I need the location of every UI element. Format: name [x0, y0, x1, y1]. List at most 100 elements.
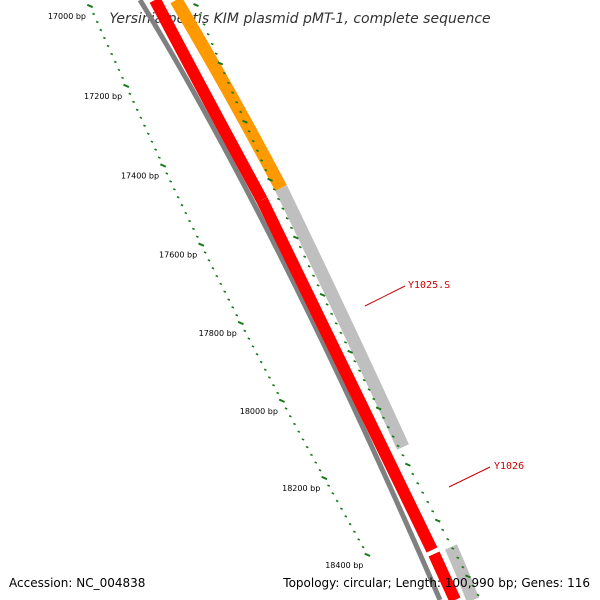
summary-text: Topology: circular; Length: 100,990 bp; … — [282, 576, 590, 590]
outer-tick — [434, 518, 441, 523]
outer-tick — [247, 130, 251, 133]
ruler-minor-tick — [110, 52, 114, 56]
ruler-minor-tick — [361, 545, 365, 549]
outer-tick — [362, 378, 366, 382]
ruler-major-tick — [278, 398, 286, 403]
ruler-minor-tick — [106, 44, 110, 48]
map-title: Yersinia pestis KIM plasmid pMT-1, compl… — [109, 11, 490, 27]
ruler-minor-tick — [203, 251, 207, 254]
ruler-major-tick — [159, 163, 167, 168]
outer-tick — [358, 369, 362, 372]
gene-orange — [170, 0, 287, 192]
gene-track-red-1 — [149, 0, 268, 203]
ruler-minor-tick — [139, 116, 143, 120]
outer-tick — [367, 388, 371, 391]
outer-tick — [431, 510, 435, 513]
ruler-label: 18200 bp — [282, 484, 320, 493]
ruler-minor-tick — [146, 132, 150, 135]
outer-tick — [343, 341, 348, 344]
outer-tick — [214, 52, 218, 55]
ruler-minor-tick — [235, 314, 239, 317]
outer-tick — [239, 110, 243, 114]
ruler-minor-tick — [219, 282, 223, 286]
outer-tick — [292, 235, 299, 240]
ruler-minor-tick — [143, 124, 146, 128]
ruler-ticks — [86, 3, 371, 557]
ruler-major-tick — [86, 3, 94, 9]
outer-tick — [231, 91, 235, 94]
outer-tick — [446, 537, 450, 541]
outer-tick — [372, 397, 376, 401]
ruler-minor-tick — [99, 28, 103, 32]
outer-tick — [193, 2, 199, 8]
outer-tick — [312, 274, 316, 278]
outer-tick — [251, 139, 255, 143]
ruler-minor-tick — [331, 492, 335, 495]
outer-tick — [206, 32, 210, 36]
ruler-labels: 17000 bp 17200 bp 17400 bp 17600 bp 17800 bp… — [48, 12, 364, 570]
gene-label-leader-y1025s — [364, 285, 406, 307]
outer-tick — [334, 322, 338, 325]
outer-tick — [456, 556, 460, 560]
ruler-label: 17000 bp — [48, 12, 86, 21]
gene-label-y1025s[interactable]: Y1025.S — [408, 280, 450, 291]
outer-tick — [404, 462, 411, 467]
outer-ticks — [193, 2, 480, 597]
ruler-minor-tick — [327, 484, 331, 487]
ruler-minor-tick — [227, 298, 231, 301]
ruler-minor-tick — [314, 461, 318, 464]
ruler-minor-tick — [157, 156, 161, 159]
ruler-minor-tick — [95, 20, 99, 24]
outer-tick — [281, 207, 285, 210]
ruler-minor-tick — [263, 368, 267, 371]
ruler-minor-tick — [132, 100, 135, 104]
ruler-minor-tick — [284, 407, 288, 410]
ruler-label: 17400 bp — [121, 172, 159, 181]
ruler-minor-tick — [135, 108, 139, 112]
gene-track-red-2 — [256, 197, 438, 553]
outer-tick — [325, 303, 329, 306]
ruler-major-tick — [123, 83, 130, 89]
outer-tick — [416, 482, 420, 485]
ruler-label: 18000 bp — [240, 407, 278, 416]
outer-tick — [441, 528, 445, 532]
outer-tick — [264, 168, 268, 172]
outer-tick — [396, 444, 400, 448]
ruler-minor-tick — [318, 469, 322, 472]
ruler-minor-tick — [102, 36, 106, 40]
gene-label-y1026[interactable]: Y1026 — [494, 461, 524, 472]
outer-tick — [339, 331, 343, 335]
outer-tick — [381, 416, 385, 420]
ruler-minor-tick — [305, 445, 309, 449]
gene-gray-y1026 — [445, 544, 480, 600]
gene-track-red-3 — [428, 551, 461, 600]
ruler-minor-tick — [150, 140, 154, 143]
outer-tick — [260, 159, 264, 162]
ruler-label: 18400 bp — [325, 561, 363, 570]
ruler-minor-tick — [357, 538, 361, 541]
ruler-minor-tick — [231, 306, 235, 309]
outer-tick — [375, 406, 382, 411]
backbone-line — [137, 0, 443, 600]
outer-tick — [307, 264, 311, 268]
ruler-minor-tick — [154, 148, 158, 151]
ruler-minor-tick — [211, 266, 215, 270]
ruler-minor-tick — [121, 76, 125, 80]
outer-tick — [255, 149, 259, 153]
outer-tick — [401, 454, 405, 457]
outer-tick — [242, 119, 248, 124]
ruler-minor-tick — [172, 188, 176, 191]
ruler-minor-tick — [176, 196, 180, 199]
accession-text: Accession: NC_004838 — [9, 576, 145, 590]
outer-tick — [198, 13, 202, 16]
gene-label-leader-y1026 — [448, 466, 491, 488]
ruler-minor-tick — [247, 337, 251, 340]
outer-tick — [202, 23, 206, 26]
ruler-minor-tick — [243, 329, 247, 333]
outer-tick — [347, 349, 354, 354]
ruler-minor-tick — [195, 235, 199, 238]
outer-tick — [285, 217, 289, 220]
outer-tick — [471, 584, 475, 587]
outer-tick — [267, 177, 273, 182]
